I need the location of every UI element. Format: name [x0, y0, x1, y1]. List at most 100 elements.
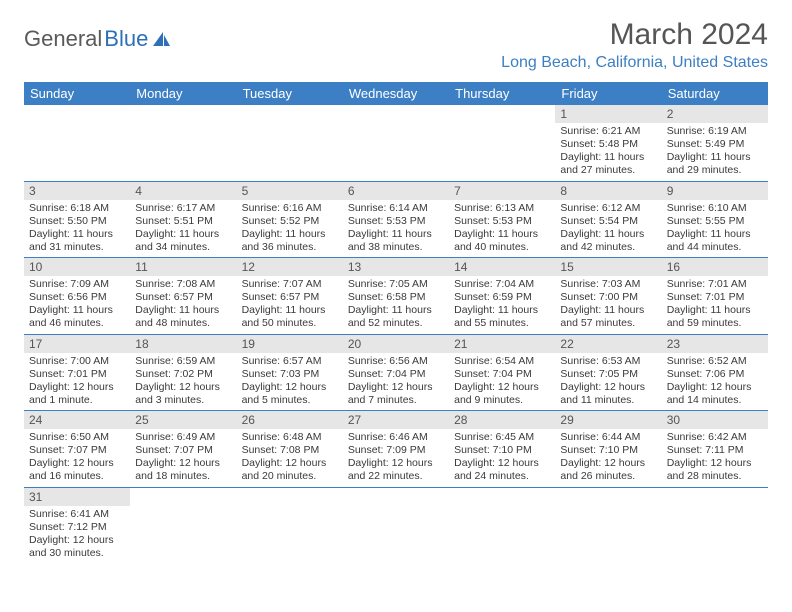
detail-line: and 31 minutes. [29, 241, 125, 254]
detail-line: Daylight: 11 hours [667, 151, 763, 164]
calendar-cell [130, 105, 236, 181]
day-number: 11 [130, 258, 236, 276]
detail-line: Sunset: 7:04 PM [454, 368, 550, 381]
day-details: Sunrise: 6:14 AMSunset: 5:53 PMDaylight:… [343, 200, 449, 258]
detail-line: Sunset: 5:55 PM [667, 215, 763, 228]
detail-line: and 48 minutes. [135, 317, 231, 330]
detail-line: Sunset: 7:02 PM [135, 368, 231, 381]
calendar-cell: 8Sunrise: 6:12 AMSunset: 5:54 PMDaylight… [555, 181, 661, 258]
calendar-cell: 30Sunrise: 6:42 AMSunset: 7:11 PMDayligh… [662, 411, 768, 488]
detail-line: Sunset: 7:08 PM [242, 444, 338, 457]
detail-line: and 24 minutes. [454, 470, 550, 483]
detail-line: Sunset: 7:04 PM [348, 368, 444, 381]
day-details: Sunrise: 7:07 AMSunset: 6:57 PMDaylight:… [237, 276, 343, 334]
detail-line: Daylight: 12 hours [348, 457, 444, 470]
day-details: Sunrise: 6:12 AMSunset: 5:54 PMDaylight:… [555, 200, 661, 258]
calendar-cell: 17Sunrise: 7:00 AMSunset: 7:01 PMDayligh… [24, 334, 130, 411]
detail-line: Sunset: 7:12 PM [29, 521, 125, 534]
day-details: Sunrise: 6:53 AMSunset: 7:05 PMDaylight:… [555, 353, 661, 411]
day-number: 31 [24, 488, 130, 506]
calendar-cell [449, 105, 555, 181]
calendar-cell: 13Sunrise: 7:05 AMSunset: 6:58 PMDayligh… [343, 258, 449, 335]
calendar-cell: 25Sunrise: 6:49 AMSunset: 7:07 PMDayligh… [130, 411, 236, 488]
detail-line: Sunset: 6:57 PM [135, 291, 231, 304]
detail-line: and 26 minutes. [560, 470, 656, 483]
calendar-cell: 19Sunrise: 6:57 AMSunset: 7:03 PMDayligh… [237, 334, 343, 411]
detail-line: and 34 minutes. [135, 241, 231, 254]
calendar-cell [237, 105, 343, 181]
detail-line: Daylight: 12 hours [242, 381, 338, 394]
calendar-cell: 10Sunrise: 7:09 AMSunset: 6:56 PMDayligh… [24, 258, 130, 335]
detail-line: Daylight: 11 hours [135, 304, 231, 317]
day-details: Sunrise: 7:00 AMSunset: 7:01 PMDaylight:… [24, 353, 130, 411]
detail-line: Sunset: 7:10 PM [454, 444, 550, 457]
detail-line: Daylight: 11 hours [560, 151, 656, 164]
detail-line: Daylight: 11 hours [454, 228, 550, 241]
day-number: 28 [449, 411, 555, 429]
detail-line: Sunrise: 7:08 AM [135, 278, 231, 291]
detail-line: and 52 minutes. [348, 317, 444, 330]
detail-line: Sunrise: 6:16 AM [242, 202, 338, 215]
detail-line: and 16 minutes. [29, 470, 125, 483]
calendar-cell: 9Sunrise: 6:10 AMSunset: 5:55 PMDaylight… [662, 181, 768, 258]
calendar-cell: 6Sunrise: 6:14 AMSunset: 5:53 PMDaylight… [343, 181, 449, 258]
detail-line: Sunrise: 6:53 AM [560, 355, 656, 368]
day-number: 6 [343, 182, 449, 200]
day-details: Sunrise: 7:08 AMSunset: 6:57 PMDaylight:… [130, 276, 236, 334]
detail-line: and 28 minutes. [667, 470, 763, 483]
dow-header: Thursday [449, 82, 555, 105]
day-number: 10 [24, 258, 130, 276]
detail-line: Sunset: 5:53 PM [454, 215, 550, 228]
detail-line: Sunrise: 7:05 AM [348, 278, 444, 291]
detail-line: Daylight: 11 hours [135, 228, 231, 241]
detail-line: Sunset: 7:03 PM [242, 368, 338, 381]
calendar-cell [449, 487, 555, 563]
calendar-cell [24, 105, 130, 181]
detail-line: Sunrise: 6:52 AM [667, 355, 763, 368]
calendar-cell [662, 487, 768, 563]
calendar-cell [555, 487, 661, 563]
detail-line: and 36 minutes. [242, 241, 338, 254]
detail-line: Sunset: 6:58 PM [348, 291, 444, 304]
day-number: 17 [24, 335, 130, 353]
day-details: Sunrise: 6:16 AMSunset: 5:52 PMDaylight:… [237, 200, 343, 258]
detail-line: Daylight: 12 hours [560, 457, 656, 470]
detail-line: Sunset: 7:01 PM [667, 291, 763, 304]
calendar-table: SundayMondayTuesdayWednesdayThursdayFrid… [24, 82, 768, 563]
dow-header: Wednesday [343, 82, 449, 105]
detail-line: Daylight: 11 hours [242, 228, 338, 241]
day-details: Sunrise: 6:13 AMSunset: 5:53 PMDaylight:… [449, 200, 555, 258]
detail-line: and 55 minutes. [454, 317, 550, 330]
detail-line: Daylight: 12 hours [454, 381, 550, 394]
calendar-body: 1Sunrise: 6:21 AMSunset: 5:48 PMDaylight… [24, 105, 768, 563]
detail-line: Sunrise: 6:48 AM [242, 431, 338, 444]
detail-line: Sunset: 7:07 PM [29, 444, 125, 457]
detail-line: Sunrise: 6:56 AM [348, 355, 444, 368]
detail-line: and 3 minutes. [135, 394, 231, 407]
detail-line: and 22 minutes. [348, 470, 444, 483]
detail-line: Sunrise: 6:18 AM [29, 202, 125, 215]
day-number: 16 [662, 258, 768, 276]
detail-line: Sunrise: 6:49 AM [135, 431, 231, 444]
detail-line: Sunset: 5:53 PM [348, 215, 444, 228]
detail-line: Sunset: 7:05 PM [560, 368, 656, 381]
detail-line: and 27 minutes. [560, 164, 656, 177]
detail-line: and 50 minutes. [242, 317, 338, 330]
day-number: 20 [343, 335, 449, 353]
detail-line: and 7 minutes. [348, 394, 444, 407]
detail-line: Daylight: 11 hours [29, 228, 125, 241]
calendar-cell: 4Sunrise: 6:17 AMSunset: 5:51 PMDaylight… [130, 181, 236, 258]
calendar-head: SundayMondayTuesdayWednesdayThursdayFrid… [24, 82, 768, 105]
day-details: Sunrise: 6:49 AMSunset: 7:07 PMDaylight:… [130, 429, 236, 487]
dow-header: Saturday [662, 82, 768, 105]
detail-line: Sunset: 7:00 PM [560, 291, 656, 304]
calendar-cell: 2Sunrise: 6:19 AMSunset: 5:49 PMDaylight… [662, 105, 768, 181]
detail-line: and 38 minutes. [348, 241, 444, 254]
detail-line: Sunrise: 7:04 AM [454, 278, 550, 291]
detail-line: Sunrise: 6:17 AM [135, 202, 231, 215]
calendar-cell [343, 487, 449, 563]
detail-line: Daylight: 11 hours [348, 228, 444, 241]
day-number: 21 [449, 335, 555, 353]
calendar-cell: 5Sunrise: 6:16 AMSunset: 5:52 PMDaylight… [237, 181, 343, 258]
calendar-cell: 3Sunrise: 6:18 AMSunset: 5:50 PMDaylight… [24, 181, 130, 258]
